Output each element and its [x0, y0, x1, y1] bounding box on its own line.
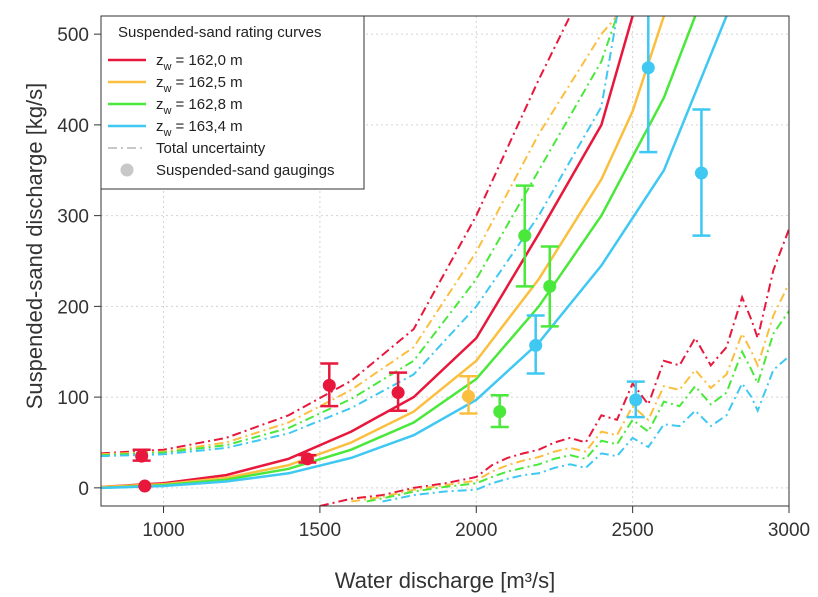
y-tick-label: 400 — [57, 116, 89, 137]
gauging-point — [138, 479, 152, 493]
legend-entry: zw = 163,4 m — [156, 118, 243, 139]
legend-gauging-label: Suspended-sand gaugings — [156, 162, 334, 179]
legend-prefix: z — [156, 96, 164, 113]
legend-entry: zw = 162,5 m — [156, 74, 243, 95]
gauging-point — [300, 452, 314, 466]
legend-prefix: z — [156, 118, 164, 135]
x-axis-title: Water discharge [m³/s] — [335, 568, 555, 593]
gauging-point — [629, 393, 643, 407]
x-tick-label: 3000 — [768, 520, 810, 541]
gauging-point — [518, 229, 532, 243]
gauging-point — [135, 449, 149, 463]
legend-series-name: = 162,0 m — [175, 52, 242, 69]
y-tick-label: 200 — [57, 297, 89, 318]
legend-uncertainty-label: Total uncertainty — [156, 140, 266, 157]
legend-box — [100, 15, 365, 190]
uncertainty-upper-line — [101, 16, 618, 456]
uncertainty-lower-line — [366, 310, 789, 503]
y-axis: 0 100 200 300 400 500 — [57, 25, 101, 500]
gauging-point — [322, 378, 336, 392]
rating-curve-line — [101, 16, 697, 490]
uncertainty-upper-line — [101, 16, 618, 458]
legend-subscript: w — [163, 105, 172, 117]
legend-subscript: w — [163, 127, 172, 139]
legend-gauging-swatch — [120, 163, 134, 177]
x-tick-label: 2000 — [455, 520, 497, 541]
rating-curves — [101, 16, 728, 490]
rating-curve-line — [101, 16, 634, 489]
plot-frame — [100, 15, 790, 507]
legend-subscript: w — [163, 61, 172, 73]
y-tick-label: 500 — [57, 25, 89, 46]
gauging-point — [461, 389, 475, 403]
gauging-point — [493, 405, 507, 419]
x-tick-label: 1500 — [299, 520, 341, 541]
x-tick-label: 2500 — [611, 520, 653, 541]
uncertainty-lower-line — [382, 355, 789, 503]
legend: Suspended-sand rating curves zw = 162,0 m… — [100, 15, 365, 190]
y-tick-label: 300 — [57, 207, 89, 228]
y-tick-label: 0 — [78, 479, 89, 500]
legend-prefix: z — [156, 52, 164, 69]
gaugings — [132, 16, 711, 493]
legend-entry: zw = 162,8 m — [156, 96, 243, 117]
legend-prefix: z — [156, 74, 164, 91]
uncertainty-lower-line — [351, 283, 789, 503]
legend-series-name: = 162,5 m — [175, 74, 242, 91]
rating-curve-line — [101, 16, 666, 489]
legend-entry: zw = 162,0 m — [156, 52, 243, 73]
x-axis: 1000 1500 2000 2500 3000 — [142, 506, 810, 541]
legend-title: Suspended-sand rating curves — [118, 24, 321, 41]
legend-subscript: w — [163, 83, 172, 95]
gauging-point — [694, 166, 708, 180]
gauging-point — [543, 279, 557, 293]
uncertainty-lines — [101, 16, 789, 506]
gauging-point — [391, 386, 405, 400]
rating-curve-line — [101, 16, 728, 490]
gauging-point — [641, 61, 655, 75]
legend-series-name: = 163,4 m — [175, 118, 242, 135]
gauging-point — [529, 338, 543, 352]
uncertainty-lower-line — [319, 228, 789, 506]
x-tick-label: 1000 — [142, 520, 184, 541]
legend-series-name: = 162,8 m — [175, 96, 242, 113]
y-tick-label: 100 — [57, 388, 89, 409]
y-axis-title: Suspended-sand discharge [kg/s] — [22, 83, 47, 410]
uncertainty-upper-line — [101, 16, 571, 455]
